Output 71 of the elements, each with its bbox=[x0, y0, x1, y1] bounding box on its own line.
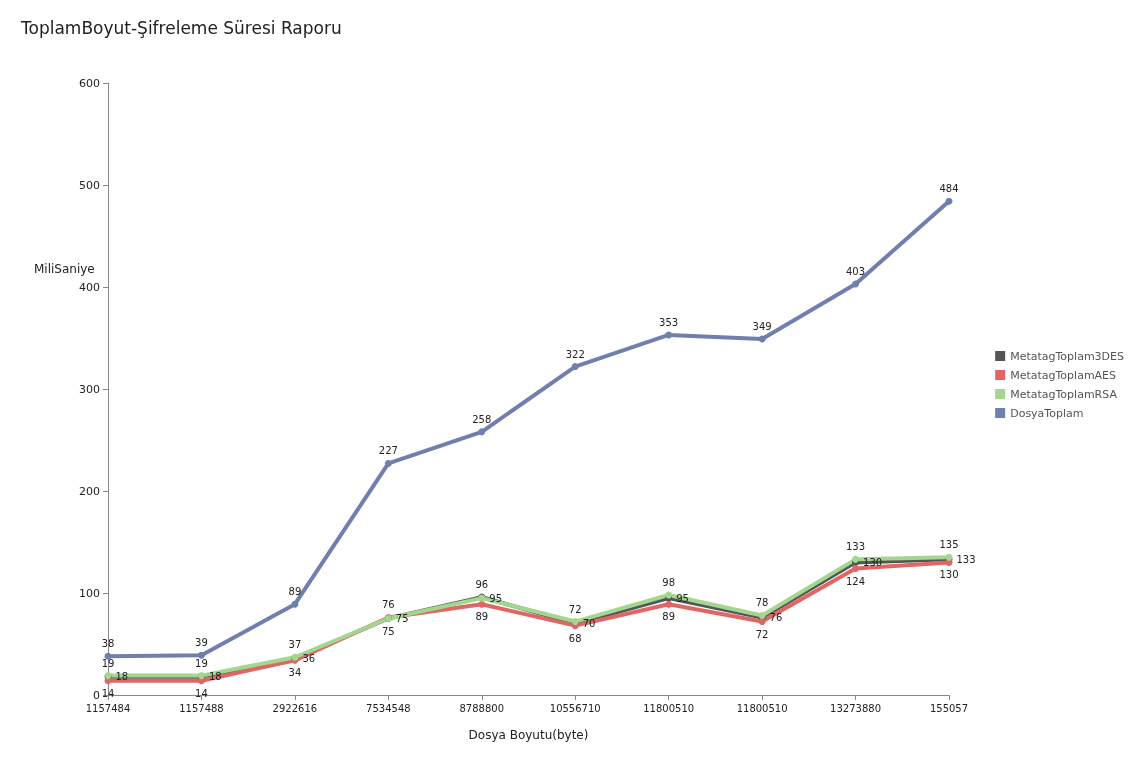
data-label: 75 bbox=[395, 613, 409, 624]
data-label: 75 bbox=[381, 625, 395, 637]
data-label: 135 bbox=[939, 539, 959, 551]
data-label: 130 bbox=[939, 569, 959, 581]
data-label: 133 bbox=[956, 553, 976, 565]
data-label: 89 bbox=[662, 611, 676, 623]
data-label: 227 bbox=[378, 445, 398, 457]
data-label: 37 bbox=[288, 639, 302, 651]
point bbox=[852, 280, 860, 288]
data-label: 14 bbox=[195, 687, 208, 699]
point bbox=[758, 618, 766, 626]
data-label: 36 bbox=[302, 652, 316, 664]
y-tick-label: 0 bbox=[93, 688, 100, 702]
data-label: 89 bbox=[288, 586, 302, 598]
data-label: 98 bbox=[662, 577, 676, 589]
data-label: 19 bbox=[195, 657, 208, 669]
data-label: 39 bbox=[195, 637, 208, 649]
point bbox=[852, 565, 860, 573]
legend-label: MetatagToplam3DES bbox=[1010, 349, 1125, 363]
data-label: 133 bbox=[846, 541, 866, 553]
data-label: 76 bbox=[769, 611, 783, 623]
x-axis-title: Dosya Boyutu(byte) bbox=[468, 728, 589, 742]
x-tick-label: 1157488 bbox=[179, 702, 224, 714]
point bbox=[478, 428, 486, 436]
point bbox=[291, 600, 299, 608]
point bbox=[665, 600, 673, 608]
y-tick-label: 300 bbox=[79, 382, 100, 396]
chart-title: ToplamBoyut-Şifreleme Süresi Raporu bbox=[20, 17, 342, 38]
x-tick-label: 8788800 bbox=[459, 702, 505, 714]
y-tick-label: 500 bbox=[79, 178, 100, 192]
x-tick-label: 155057 bbox=[929, 702, 969, 714]
x-tick-label: 11800510 bbox=[643, 702, 695, 714]
data-label: 19 bbox=[101, 657, 115, 669]
data-label: 484 bbox=[939, 183, 959, 195]
y-tick-label: 400 bbox=[79, 280, 100, 294]
legend-label: MetatagToplamRSA bbox=[1010, 387, 1118, 401]
y-axis-title: MiliSaniye bbox=[34, 262, 95, 276]
x-tick-label: 2922616 bbox=[272, 702, 318, 714]
y-tick-label: 600 bbox=[79, 76, 100, 90]
y-tick-label: 200 bbox=[79, 484, 100, 498]
x-tick-label: 1157484 bbox=[85, 702, 131, 714]
point bbox=[945, 197, 953, 205]
data-label: 349 bbox=[752, 321, 772, 333]
point bbox=[665, 331, 673, 339]
x-tick-label: 10556710 bbox=[549, 702, 601, 714]
data-label: 353 bbox=[659, 316, 679, 328]
data-label: 322 bbox=[565, 348, 585, 360]
data-label: 18 bbox=[115, 671, 129, 683]
x-tick-label: 7534548 bbox=[366, 702, 411, 714]
data-label: 96 bbox=[475, 579, 489, 591]
y-tick-label: 100 bbox=[79, 586, 100, 600]
data-label: 72 bbox=[755, 628, 769, 640]
point bbox=[197, 651, 205, 659]
data-label: 258 bbox=[472, 413, 492, 425]
point bbox=[384, 459, 392, 467]
point bbox=[478, 600, 486, 608]
legend-label: MetatagToplamAES bbox=[1010, 368, 1117, 382]
data-label: 72 bbox=[568, 603, 582, 615]
x-tick-label: 13273880 bbox=[830, 702, 882, 714]
x-tick-label: 11800510 bbox=[736, 702, 788, 714]
point bbox=[571, 363, 579, 371]
data-label: 76 bbox=[381, 599, 395, 611]
data-label: 89 bbox=[475, 611, 489, 623]
data-label: 34 bbox=[288, 667, 302, 679]
legend-label: DosyaToplam bbox=[1010, 406, 1084, 420]
data-label: 68 bbox=[568, 632, 582, 644]
data-label: 403 bbox=[846, 265, 866, 277]
data-label: 14 bbox=[101, 687, 115, 699]
data-label: 124 bbox=[846, 575, 866, 587]
data-label: 78 bbox=[755, 597, 769, 609]
data-label: 38 bbox=[101, 638, 115, 650]
